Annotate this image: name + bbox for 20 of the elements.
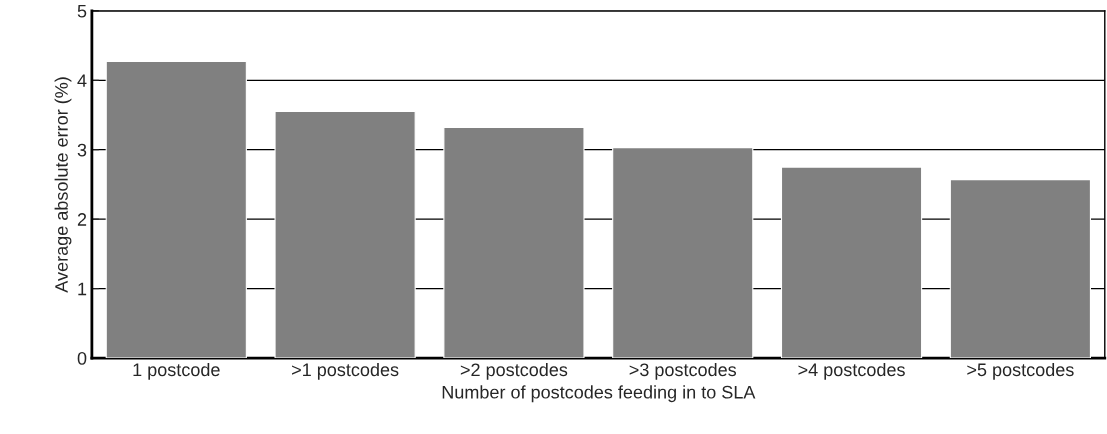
x-tick-label: >4 postcodes [798,362,905,380]
y-tick-label: 0 [77,351,87,365]
x-tick-label: >2 postcodes [460,362,568,380]
x-axis-title: Number of postcodes feeding in to SLA [442,385,756,403]
x-tick-label: >5 postcodes [967,362,1074,380]
x-tick-label: >1 postcodes [292,362,399,380]
y-tick-label: 5 [77,4,87,18]
y-tick-label: 2 [77,213,87,226]
y-tick-label: 4 [77,74,87,87]
y-tick-label: 3 [77,143,87,157]
x-tick-label: 1 postcode [133,362,220,380]
y-axis-title: Average absolute error (%) [54,77,72,293]
y-tick-label: 1 [78,282,87,296]
bar [949,179,1091,359]
x-tick-label: >3 postcodes [629,362,737,380]
bar [274,110,416,359]
bar [105,60,247,359]
bar [443,126,585,359]
bar [612,147,754,359]
bar [780,166,923,359]
